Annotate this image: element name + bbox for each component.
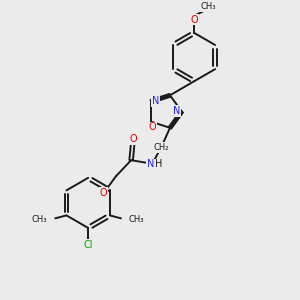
Text: H: H	[155, 159, 163, 169]
Text: O: O	[148, 122, 156, 133]
Text: Cl: Cl	[83, 240, 93, 250]
Text: N: N	[152, 96, 160, 106]
Text: N: N	[147, 159, 155, 169]
Text: O: O	[129, 134, 137, 144]
Text: O: O	[190, 15, 198, 25]
Text: CH₂: CH₂	[153, 143, 169, 152]
Text: N: N	[173, 106, 181, 116]
Text: CH₃: CH₃	[201, 2, 216, 11]
Text: O: O	[100, 188, 107, 198]
Text: CH₃: CH₃	[32, 215, 47, 224]
Text: CH₃: CH₃	[129, 215, 145, 224]
